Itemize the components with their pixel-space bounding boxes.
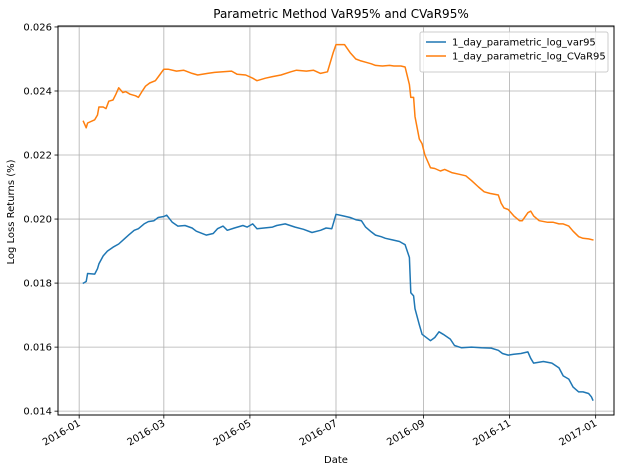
series-lines — [82, 43, 594, 401]
y-tick-label: 0.016 — [23, 343, 52, 354]
legend: 1_day_parametric_log_var95 1_day_parametr… — [419, 31, 609, 73]
y-axis-ticks: 0.014 0.016 0.018 0.020 0.022 0.024 0.026 — [23, 22, 58, 418]
y-tick-label: 0.026 — [23, 22, 52, 33]
y-tick-label: 0.024 — [23, 86, 52, 97]
legend-box — [419, 31, 609, 73]
series-line-1 — [82, 213, 594, 401]
y-axis-label: Log Loss Returns (%) — [6, 159, 17, 264]
gridlines — [58, 26, 614, 415]
chart-title: Parametric Method VaR95% and CVaR95% — [213, 7, 468, 21]
legend-label: 1_day_parametric_log_CVaR95 — [452, 52, 606, 63]
y-tick-label: 0.022 — [23, 151, 52, 162]
x-axis-label: Date — [324, 455, 348, 466]
series-line-2 — [82, 43, 594, 241]
y-tick-label: 0.020 — [23, 215, 52, 226]
y-tick-label: 0.014 — [23, 407, 52, 418]
legend-label: 1_day_parametric_log_var95 — [452, 38, 596, 49]
y-tick-label: 0.018 — [23, 279, 52, 290]
